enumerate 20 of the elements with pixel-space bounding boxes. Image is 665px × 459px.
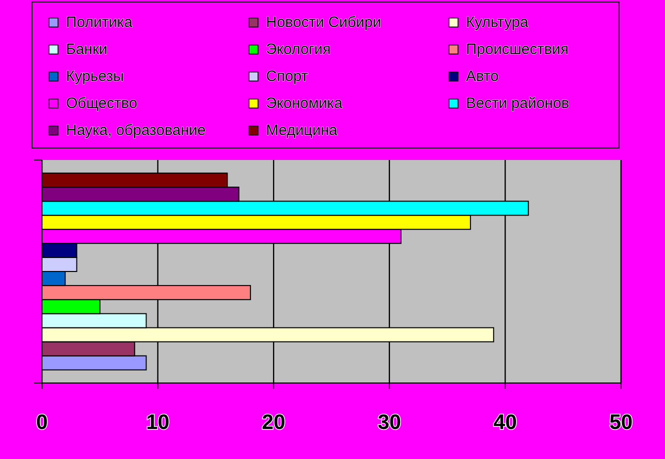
legend-label: Культура bbox=[466, 14, 530, 31]
legend-label: Вести районов bbox=[466, 95, 570, 112]
legend-label: Общество bbox=[66, 95, 138, 112]
x-tick-label: 50 bbox=[609, 411, 633, 434]
legend-label: Новости Сибири bbox=[266, 14, 382, 31]
legend-label: Курьезы bbox=[66, 68, 124, 85]
x-tick-label: 20 bbox=[262, 411, 286, 434]
legend-label: Спорт bbox=[266, 68, 308, 85]
x-tick-label: 40 bbox=[494, 411, 517, 434]
legend-label: Экономика bbox=[266, 95, 344, 112]
legend-label: Происшествия bbox=[466, 41, 569, 58]
legend-label: Наука, образование bbox=[66, 122, 206, 139]
legend-label: Банки bbox=[66, 41, 108, 58]
x-tick-label: 0 bbox=[36, 411, 48, 434]
x-tick-label: 10 bbox=[146, 411, 170, 434]
legend-label: Экология bbox=[266, 41, 331, 58]
legend-label: Политика bbox=[66, 14, 134, 31]
x-tick-label: 30 bbox=[378, 411, 402, 434]
legend-label: Медицина bbox=[266, 122, 338, 139]
legend-label: Авто bbox=[466, 68, 499, 85]
